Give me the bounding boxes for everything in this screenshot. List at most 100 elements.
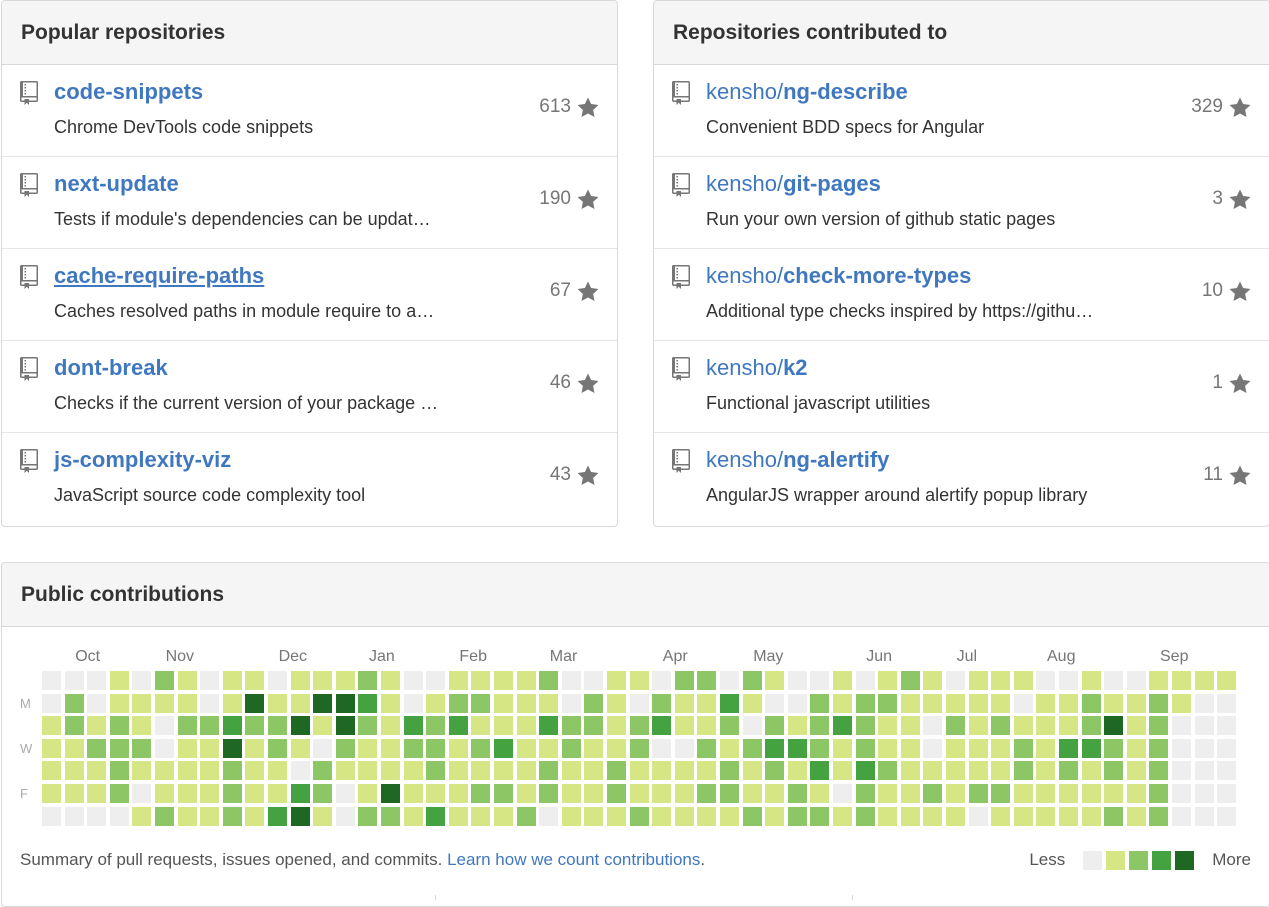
contribution-day-cell[interactable]: [245, 738, 265, 758]
contribution-day-cell[interactable]: [381, 761, 400, 781]
contribution-day-cell[interactable]: [358, 716, 378, 736]
contribution-day-cell[interactable]: [833, 671, 852, 690]
contribution-day-cell[interactable]: [403, 716, 423, 736]
contribution-day-cell[interactable]: [1059, 693, 1078, 713]
contribution-day-cell[interactable]: [448, 738, 468, 758]
contribution-day-cell[interactable]: [494, 693, 513, 713]
contribution-day-cell[interactable]: [539, 784, 559, 803]
repo-stars[interactable]: 10: [1202, 280, 1251, 302]
contribution-day-cell[interactable]: [42, 738, 61, 758]
contribution-day-cell[interactable]: [403, 738, 423, 758]
repo-stars[interactable]: 190: [539, 188, 599, 210]
contribution-day-cell[interactable]: [335, 761, 355, 781]
contribution-day-cell[interactable]: [313, 693, 333, 713]
repo-link[interactable]: kensho/ng-alertify: [706, 447, 889, 473]
contribution-day-cell[interactable]: [42, 761, 61, 781]
contribution-day-cell[interactable]: [64, 784, 84, 803]
repo-link[interactable]: cache-require-paths: [54, 263, 264, 289]
contribution-day-cell[interactable]: [335, 784, 355, 803]
contribution-day-cell[interactable]: [652, 806, 672, 826]
contribution-day-cell[interactable]: [697, 806, 717, 826]
contribution-day-cell[interactable]: [742, 806, 762, 826]
contribution-day-cell[interactable]: [245, 806, 265, 826]
contribution-day-cell[interactable]: [448, 806, 468, 826]
contribution-day-cell[interactable]: [177, 693, 197, 713]
contribution-day-cell[interactable]: [720, 806, 739, 826]
contribution-day-cell[interactable]: [132, 761, 152, 781]
contribution-day-cell[interactable]: [1217, 716, 1237, 736]
contribution-day-cell[interactable]: [426, 716, 446, 736]
contribution-day-cell[interactable]: [991, 671, 1011, 690]
contribution-day-cell[interactable]: [1104, 784, 1124, 803]
contribution-day-cell[interactable]: [403, 761, 423, 781]
contribution-day-cell[interactable]: [539, 738, 559, 758]
contribution-day-cell[interactable]: [1104, 761, 1124, 781]
contribution-day-cell[interactable]: [697, 693, 717, 713]
contribution-day-cell[interactable]: [561, 738, 581, 758]
contribution-day-cell[interactable]: [87, 806, 107, 826]
contribution-day-cell[interactable]: [42, 671, 61, 690]
contribution-day-cell[interactable]: [64, 693, 84, 713]
contribution-day-cell[interactable]: [1081, 784, 1101, 803]
contribution-day-cell[interactable]: [1172, 693, 1191, 713]
contribution-day-cell[interactable]: [42, 716, 61, 736]
contribution-day-cell[interactable]: [381, 784, 400, 803]
contribution-day-cell[interactable]: [539, 671, 559, 690]
contribution-day-cell[interactable]: [1172, 716, 1191, 736]
repo-link[interactable]: next-update: [54, 171, 179, 197]
contribution-day-cell[interactable]: [448, 784, 468, 803]
contribution-day-cell[interactable]: [109, 784, 129, 803]
contribution-day-cell[interactable]: [810, 806, 830, 826]
contribution-day-cell[interactable]: [1081, 716, 1101, 736]
contribution-day-cell[interactable]: [765, 693, 785, 713]
contribution-day-cell[interactable]: [177, 761, 197, 781]
contribution-day-cell[interactable]: [1126, 716, 1146, 736]
contribution-day-cell[interactable]: [1172, 671, 1191, 690]
repo-stars[interactable]: 613: [539, 96, 599, 118]
contribution-day-cell[interactable]: [471, 761, 491, 781]
contribution-day-cell[interactable]: [674, 738, 694, 758]
contribution-day-cell[interactable]: [1036, 671, 1056, 690]
contribution-day-cell[interactable]: [1013, 716, 1033, 736]
contribution-day-cell[interactable]: [87, 693, 107, 713]
contribution-day-cell[interactable]: [1013, 738, 1033, 758]
contribution-day-cell[interactable]: [629, 716, 649, 736]
contribution-day-cell[interactable]: [742, 738, 762, 758]
contribution-day-cell[interactable]: [516, 784, 536, 803]
contribution-day-cell[interactable]: [109, 806, 129, 826]
repo-link[interactable]: code-snippets: [54, 79, 203, 105]
contribution-day-cell[interactable]: [87, 784, 107, 803]
contribution-day-cell[interactable]: [968, 671, 988, 690]
contribution-day-cell[interactable]: [381, 806, 400, 826]
contribution-day-cell[interactable]: [290, 693, 310, 713]
contribution-day-cell[interactable]: [155, 716, 174, 736]
contribution-day-cell[interactable]: [155, 806, 174, 826]
contribution-day-cell[interactable]: [222, 784, 242, 803]
contribution-day-cell[interactable]: [923, 716, 943, 736]
contribution-day-cell[interactable]: [1013, 693, 1033, 713]
contribution-day-cell[interactable]: [1217, 761, 1237, 781]
contribution-day-cell[interactable]: [923, 671, 943, 690]
contribution-day-cell[interactable]: [1149, 738, 1169, 758]
contribution-day-cell[interactable]: [652, 738, 672, 758]
contribution-day-cell[interactable]: [878, 784, 898, 803]
repo-link[interactable]: js-complexity-viz: [54, 447, 231, 473]
contribution-day-cell[interactable]: [878, 716, 898, 736]
contribution-day-cell[interactable]: [290, 761, 310, 781]
contribution-day-cell[interactable]: [1172, 761, 1191, 781]
contribution-day-cell[interactable]: [1059, 784, 1078, 803]
contribution-day-cell[interactable]: [381, 716, 400, 736]
contribution-day-cell[interactable]: [787, 784, 807, 803]
contribution-day-cell[interactable]: [923, 693, 943, 713]
contribution-day-cell[interactable]: [426, 738, 446, 758]
contribution-day-cell[interactable]: [64, 806, 84, 826]
contribution-day-cell[interactable]: [765, 806, 785, 826]
contribution-day-cell[interactable]: [1194, 738, 1214, 758]
contribution-day-cell[interactable]: [742, 671, 762, 690]
contribution-day-cell[interactable]: [448, 761, 468, 781]
contribution-day-cell[interactable]: [42, 784, 61, 803]
contribution-day-cell[interactable]: [742, 693, 762, 713]
contribution-day-cell[interactable]: [471, 716, 491, 736]
contribution-day-cell[interactable]: [313, 738, 333, 758]
repo-stars[interactable]: 1: [1212, 372, 1251, 394]
